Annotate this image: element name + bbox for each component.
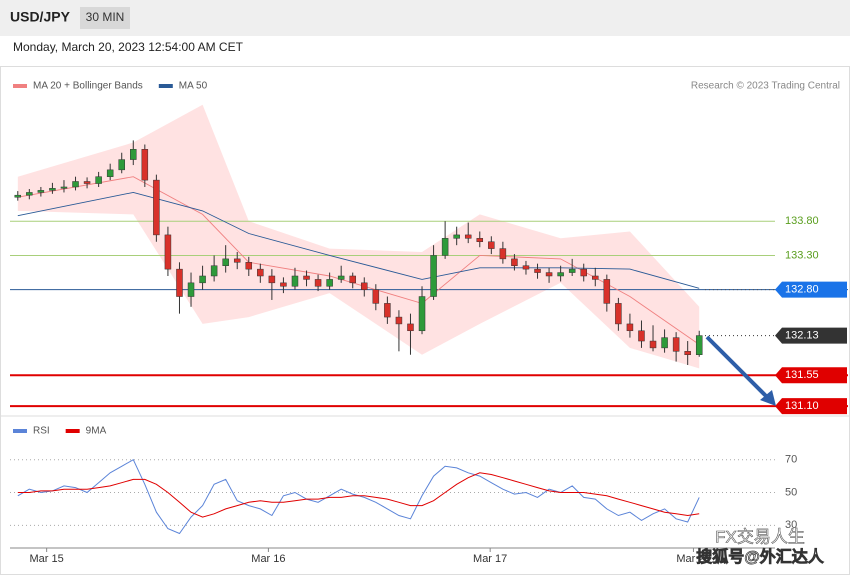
candle-body [395, 316, 403, 325]
legend-swatch [65, 429, 80, 433]
candle-body [337, 275, 345, 280]
legend-swatch [158, 84, 173, 88]
x-tick-label: Mar 16 [251, 553, 285, 565]
candle-body [257, 268, 264, 277]
candle-body [661, 337, 668, 349]
candle-body [557, 272, 564, 277]
rsi-line [17, 472, 700, 518]
candle-body [638, 330, 645, 342]
candle-body [95, 176, 102, 184]
level-box [775, 367, 847, 384]
level-box [775, 398, 847, 415]
top-bar [0, 0, 850, 36]
candle-body [26, 192, 33, 196]
level-label: 133.80 [785, 215, 819, 227]
candle-body [499, 248, 507, 260]
candle-body [476, 238, 484, 242]
candle-body [488, 241, 495, 249]
candle-body [418, 296, 426, 332]
candle-body [210, 265, 218, 277]
candle-body [568, 268, 576, 273]
candle-body [83, 181, 91, 184]
candle-body [326, 279, 333, 287]
level-label: 133.30 [785, 249, 819, 261]
y-tick-label: 70 [785, 454, 797, 466]
candle-body [649, 340, 657, 349]
level-label: 131.10 [785, 400, 819, 412]
candle-body [291, 275, 299, 287]
candle-body [580, 268, 587, 277]
legend-swatch [13, 429, 27, 433]
arrow-head [760, 390, 776, 406]
candle-body [199, 275, 206, 284]
candle-body [233, 258, 241, 263]
legend-label: MA 50 [179, 81, 208, 92]
candle-body [245, 262, 253, 270]
candle-body [118, 159, 125, 171]
candle-body [303, 275, 310, 280]
candle-body [684, 351, 691, 355]
x-tick-label: Mar 15 [30, 553, 64, 565]
legend-label: MA 20 + Bollinger Bands [33, 81, 143, 92]
candle-body [49, 188, 56, 191]
candle-body [407, 323, 414, 332]
candle-body [592, 275, 599, 280]
legend-label: RSI [33, 426, 50, 437]
y-tick-label: 50 [785, 486, 797, 498]
candle-body [372, 289, 380, 304]
candle-body [545, 272, 553, 277]
symbol: USD/JPY [10, 9, 71, 25]
legend-swatch [13, 84, 27, 88]
candle-body [534, 268, 541, 273]
rsi-line [17, 458, 700, 535]
y-tick-label: 30 [785, 519, 797, 531]
level-label: 132.80 [785, 284, 819, 296]
candle-body [222, 258, 229, 266]
candle-body [384, 303, 391, 318]
candle-body [695, 335, 703, 355]
bollinger-band [17, 104, 700, 369]
interval: 30 MIN [86, 10, 125, 24]
candle-body [615, 303, 622, 325]
candle-body [176, 268, 183, 297]
candle-body [268, 275, 276, 284]
candle-body [672, 337, 680, 352]
candle-body [141, 149, 149, 181]
copyright: Research © 2023 Trading Central [691, 81, 840, 92]
candle-body [37, 190, 45, 193]
candle-body [522, 265, 530, 270]
candle-body [441, 238, 449, 256]
candle-body [453, 234, 460, 239]
candle-body [153, 179, 160, 236]
candle-body [626, 323, 634, 332]
candle-body [164, 234, 172, 270]
candle-body [603, 279, 611, 304]
level-box [775, 281, 847, 298]
level-label: 132.13 [785, 329, 819, 341]
watermark: FX交易人生 [715, 527, 805, 546]
candle-body [187, 282, 195, 297]
candle-body [430, 255, 437, 297]
candle-body [464, 234, 472, 239]
candle-body [280, 282, 287, 287]
candle-body [314, 279, 322, 287]
legend-label: 9MA [86, 426, 107, 437]
candle-body [511, 258, 518, 266]
candle-body [349, 275, 356, 284]
candle-body [361, 282, 368, 290]
timestamp: Monday, March 20, 2023 12:54:00 AM CET [13, 40, 244, 54]
candle-body [14, 194, 22, 198]
candle-body [130, 149, 137, 160]
candle-body [106, 169, 114, 177]
level-box [775, 327, 847, 344]
x-tick-label: Mar 20 [676, 553, 710, 565]
x-tick-label: Mar 17 [473, 553, 507, 565]
candle-body [60, 186, 68, 189]
interval-box [80, 7, 130, 29]
candle-body [72, 181, 79, 188]
arrow [705, 335, 770, 400]
level-label: 131.55 [785, 369, 819, 381]
watermark: 搜狐号@外汇达人 [696, 547, 825, 566]
